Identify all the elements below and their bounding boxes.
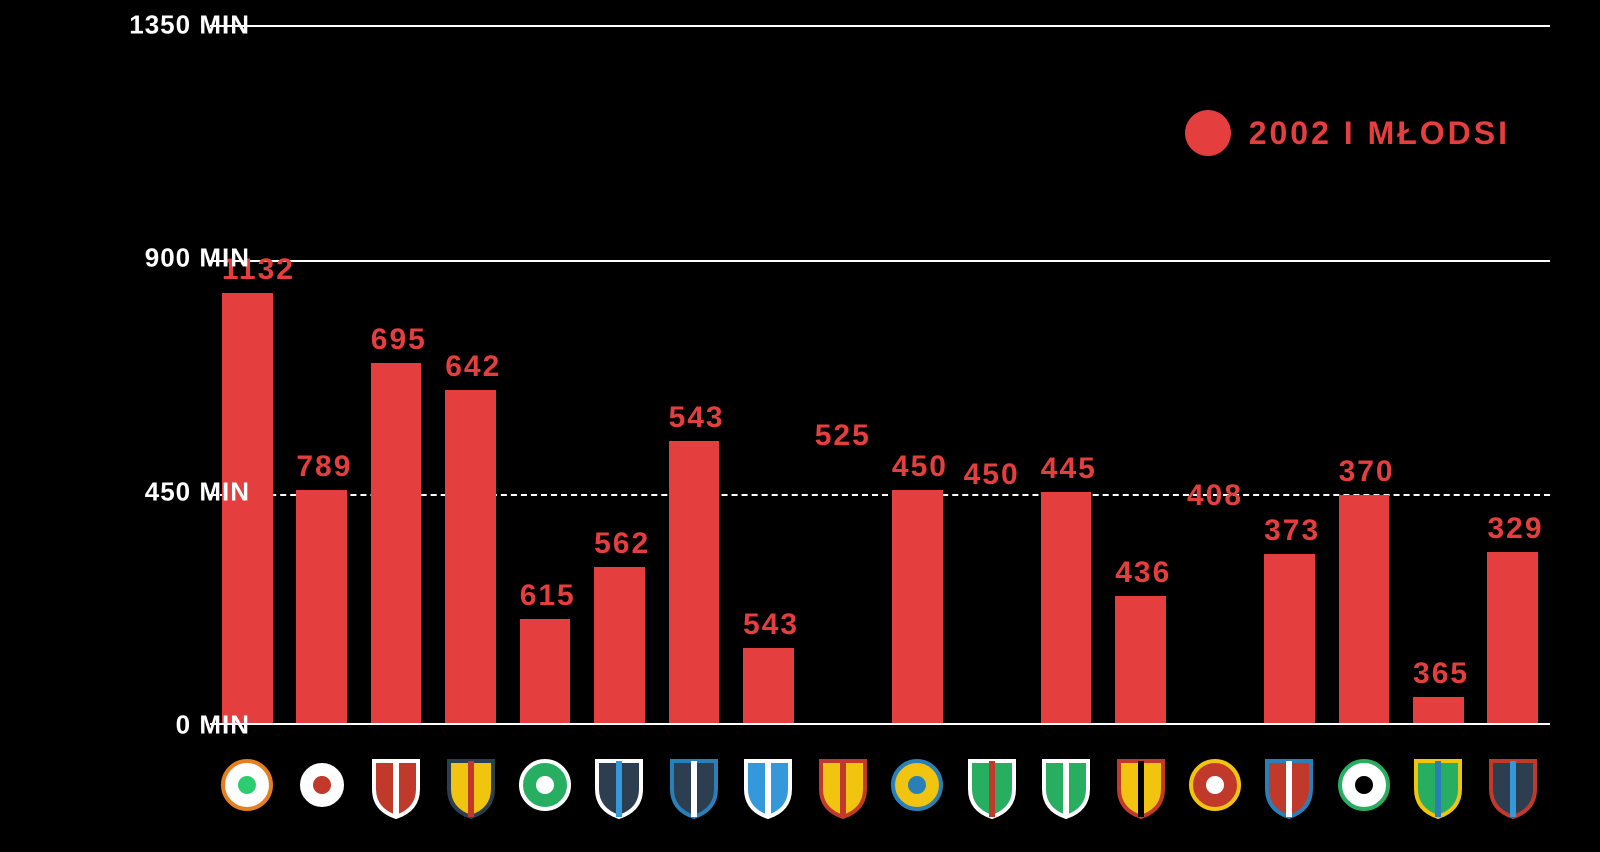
chart-area: 1132 789 695 642 615 562 543 543 450 445 436 373 370… [210,25,1550,755]
bar-label-gornik: 562 [594,527,645,561]
ytick-0: 0 MIN [50,710,250,741]
crest-row [210,755,1550,835]
bar-label-legia: 789 [296,450,347,484]
crest-radomiak [1336,755,1392,819]
bar-label-slask: 450 [952,458,1032,492]
legend-label: 2002 I MŁODSI [1249,115,1510,152]
bar-label-warta: 615 [520,579,571,613]
bar-piast: 642 [445,390,496,723]
crest-korona [815,755,871,819]
crest-lech [666,755,722,819]
bar-rakow: 373 [1264,554,1315,723]
bar-miedz: 365 [1413,697,1464,723]
bar-lechia: 445 [1041,492,1092,723]
bar-label-korona: 525 [803,419,883,453]
crest-jagiellonia [1113,755,1169,819]
crest-legia [294,755,350,819]
crest-warta [517,755,573,819]
ytick-900: 900 MIN [50,243,250,274]
bar-pogon: 329 [1487,552,1538,723]
bar-label-miedz: 365 [1413,657,1464,691]
bar-cracovia: 695 [371,363,422,723]
bar-gornik: 562 [594,567,645,723]
bar-radomiak: 370 [1339,495,1390,723]
crest-wisla [740,755,796,819]
crest-cracovia [368,755,424,819]
legend-swatch [1185,110,1231,156]
crest-pogon [1485,755,1541,819]
ytick-450: 450 MIN [50,476,250,507]
bar-legia: 789 [296,490,347,723]
crest-stal [889,755,945,819]
crest-lechia [1038,755,1094,819]
crest-miedz [1410,755,1466,819]
crest-zaglebie [219,755,275,819]
legend: 2002 I MŁODSI [1185,110,1510,156]
bar-label-piast: 642 [445,350,496,384]
crest-slask [964,755,1020,819]
bar-lech: 543 [669,441,720,723]
crest-widzew [1187,755,1243,819]
bar-label-lechia: 445 [1041,452,1092,486]
crest-gornik [591,755,647,819]
bar-stal: 450 [892,490,943,723]
ytick-1350: 1350 MIN [50,10,250,41]
bar-label-rakow: 373 [1264,514,1315,548]
bar-jagiellonia: 436 [1115,596,1166,723]
bar-label-widzew: 408 [1175,479,1255,513]
bar-wisla: 543 [743,648,794,723]
crest-piast [443,755,499,819]
bar-label-pogon: 329 [1487,512,1538,546]
bar-label-lech: 543 [669,401,720,435]
bar-zaglebie: 1132 [222,293,273,723]
bar-label-radomiak: 370 [1339,455,1390,489]
crest-rakow [1261,755,1317,819]
bar-label-wisla: 543 [743,608,794,642]
bar-label-stal: 450 [892,450,943,484]
bar-label-jagiellonia: 436 [1115,556,1166,590]
bar-warta: 615 [520,619,571,723]
bar-label-cracovia: 695 [371,323,422,357]
